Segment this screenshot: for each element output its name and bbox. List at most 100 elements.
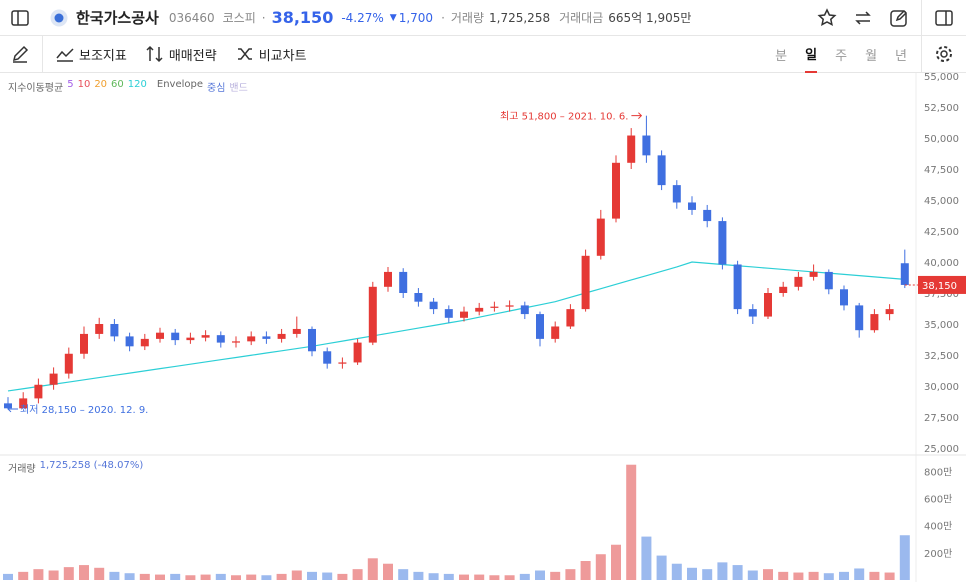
toolbar-item[interactable]: 보조지표 bbox=[79, 48, 127, 64]
period-tab[interactable]: 일 bbox=[805, 35, 818, 73]
candle-body bbox=[505, 305, 514, 307]
volume-bar bbox=[763, 569, 773, 580]
period-tab[interactable]: 주 bbox=[835, 49, 848, 64]
volume-bar bbox=[18, 571, 29, 580]
volume-bar bbox=[413, 571, 424, 580]
volume-bar bbox=[489, 575, 500, 580]
volume-bar bbox=[808, 571, 819, 580]
candle-body bbox=[64, 353, 73, 374]
sidebar-button[interactable] bbox=[10, 8, 30, 28]
period-tab[interactable]: 년 bbox=[895, 49, 907, 64]
candle-body bbox=[353, 342, 362, 363]
volume-bar bbox=[63, 567, 74, 580]
candle-body bbox=[444, 309, 453, 318]
ma-legend: 60 bbox=[111, 79, 124, 90]
volume-bar bbox=[580, 561, 591, 580]
volume-bar bbox=[185, 575, 196, 580]
settings-button[interactable] bbox=[934, 44, 954, 64]
volume-label: 거래량 bbox=[450, 11, 485, 25]
logo bbox=[50, 9, 68, 26]
volume-summary: 1,725,258 (-48.07%) bbox=[39, 460, 144, 471]
y-tick-label: 45,000 bbox=[924, 196, 959, 207]
volume-bar bbox=[854, 568, 865, 580]
ma-legend: 20 bbox=[94, 79, 108, 90]
y-tick-label: 52,500 bbox=[924, 103, 959, 114]
candle-body bbox=[460, 311, 468, 318]
y-tick-label: 35,000 bbox=[924, 320, 959, 331]
volume-bar bbox=[215, 573, 226, 580]
toolbar-item[interactable]: 매매전략 bbox=[168, 48, 217, 64]
volume-bar bbox=[291, 570, 302, 580]
volume-bar bbox=[276, 573, 287, 580]
candle-body bbox=[824, 271, 833, 290]
y-tick-label: 27,500 bbox=[924, 413, 959, 424]
ma-legend: 5 bbox=[67, 79, 74, 90]
last-price-tag bbox=[918, 275, 966, 294]
edit-button[interactable] bbox=[889, 8, 909, 28]
volume-bar bbox=[687, 567, 697, 580]
volume-bar bbox=[246, 574, 257, 580]
candle-body bbox=[232, 341, 240, 343]
price: 38,150 bbox=[271, 8, 334, 27]
volume-bar bbox=[307, 571, 317, 580]
candle-body bbox=[368, 286, 377, 343]
candle-body bbox=[900, 263, 909, 285]
volume-bar bbox=[535, 570, 545, 580]
candle-body bbox=[672, 185, 681, 203]
candle-body bbox=[186, 337, 195, 341]
y-tick-label: 30,000 bbox=[924, 382, 959, 393]
candle-body bbox=[733, 264, 742, 310]
volume-bar bbox=[459, 574, 469, 580]
y-tick-label: 50,000 bbox=[924, 134, 959, 145]
stock-name: 한국가스공사 bbox=[76, 9, 159, 27]
compare-icon[interactable] bbox=[235, 44, 255, 64]
candle-body bbox=[612, 162, 620, 219]
period-tab[interactable]: 분 bbox=[775, 49, 788, 64]
candle-body bbox=[49, 373, 58, 385]
low-arrow bbox=[7, 405, 18, 413]
candle-body bbox=[247, 336, 256, 342]
indicator-icon[interactable] bbox=[55, 44, 75, 64]
candle-body bbox=[885, 309, 894, 315]
candle-body bbox=[809, 271, 818, 277]
candle-body bbox=[95, 324, 104, 334]
volume-bar bbox=[383, 563, 393, 580]
y-tick-label: 55,000 bbox=[924, 73, 959, 83]
candle-body bbox=[19, 398, 28, 409]
ma-legend: 10 bbox=[77, 79, 91, 90]
volume-bar bbox=[626, 464, 637, 580]
candle-body bbox=[277, 333, 286, 339]
volume-bar bbox=[337, 573, 348, 580]
volume-bar bbox=[474, 574, 485, 580]
panel-button[interactable] bbox=[934, 8, 954, 28]
volume-bar bbox=[671, 563, 682, 580]
candle-body bbox=[429, 301, 438, 310]
volume-bar bbox=[839, 571, 849, 580]
volume-bar bbox=[793, 572, 804, 580]
strategy-icon[interactable] bbox=[145, 44, 165, 64]
candle-body bbox=[490, 306, 499, 308]
candle-body bbox=[581, 255, 590, 310]
draw-button[interactable] bbox=[10, 44, 30, 64]
volume-bar bbox=[33, 569, 44, 580]
ma-line bbox=[7, 261, 905, 392]
high-arrow bbox=[631, 112, 643, 120]
toolbar-item[interactable]: 비교차트 bbox=[258, 48, 307, 64]
low-label: 최저 28,150 – 2020. 12. 9. bbox=[20, 404, 148, 416]
candle-body bbox=[596, 218, 605, 256]
header: 한국가스공사 036460 코스피 · 38,150 -4.27% ▼ 1,70… bbox=[0, 0, 966, 36]
volume-bar bbox=[109, 571, 120, 580]
candle-body bbox=[140, 338, 149, 347]
candle-body bbox=[642, 135, 651, 156]
period-tab[interactable]: 월 bbox=[865, 49, 878, 64]
candle-body bbox=[80, 333, 88, 354]
volume-bar bbox=[3, 573, 13, 580]
volume-tick-label: 800만 bbox=[924, 466, 952, 478]
volume-bar bbox=[504, 575, 515, 580]
volume-bar bbox=[124, 573, 135, 580]
swap-button[interactable] bbox=[853, 8, 873, 28]
volume-bar bbox=[352, 569, 363, 580]
candle-body bbox=[201, 335, 210, 338]
favorite-button[interactable] bbox=[817, 7, 837, 28]
